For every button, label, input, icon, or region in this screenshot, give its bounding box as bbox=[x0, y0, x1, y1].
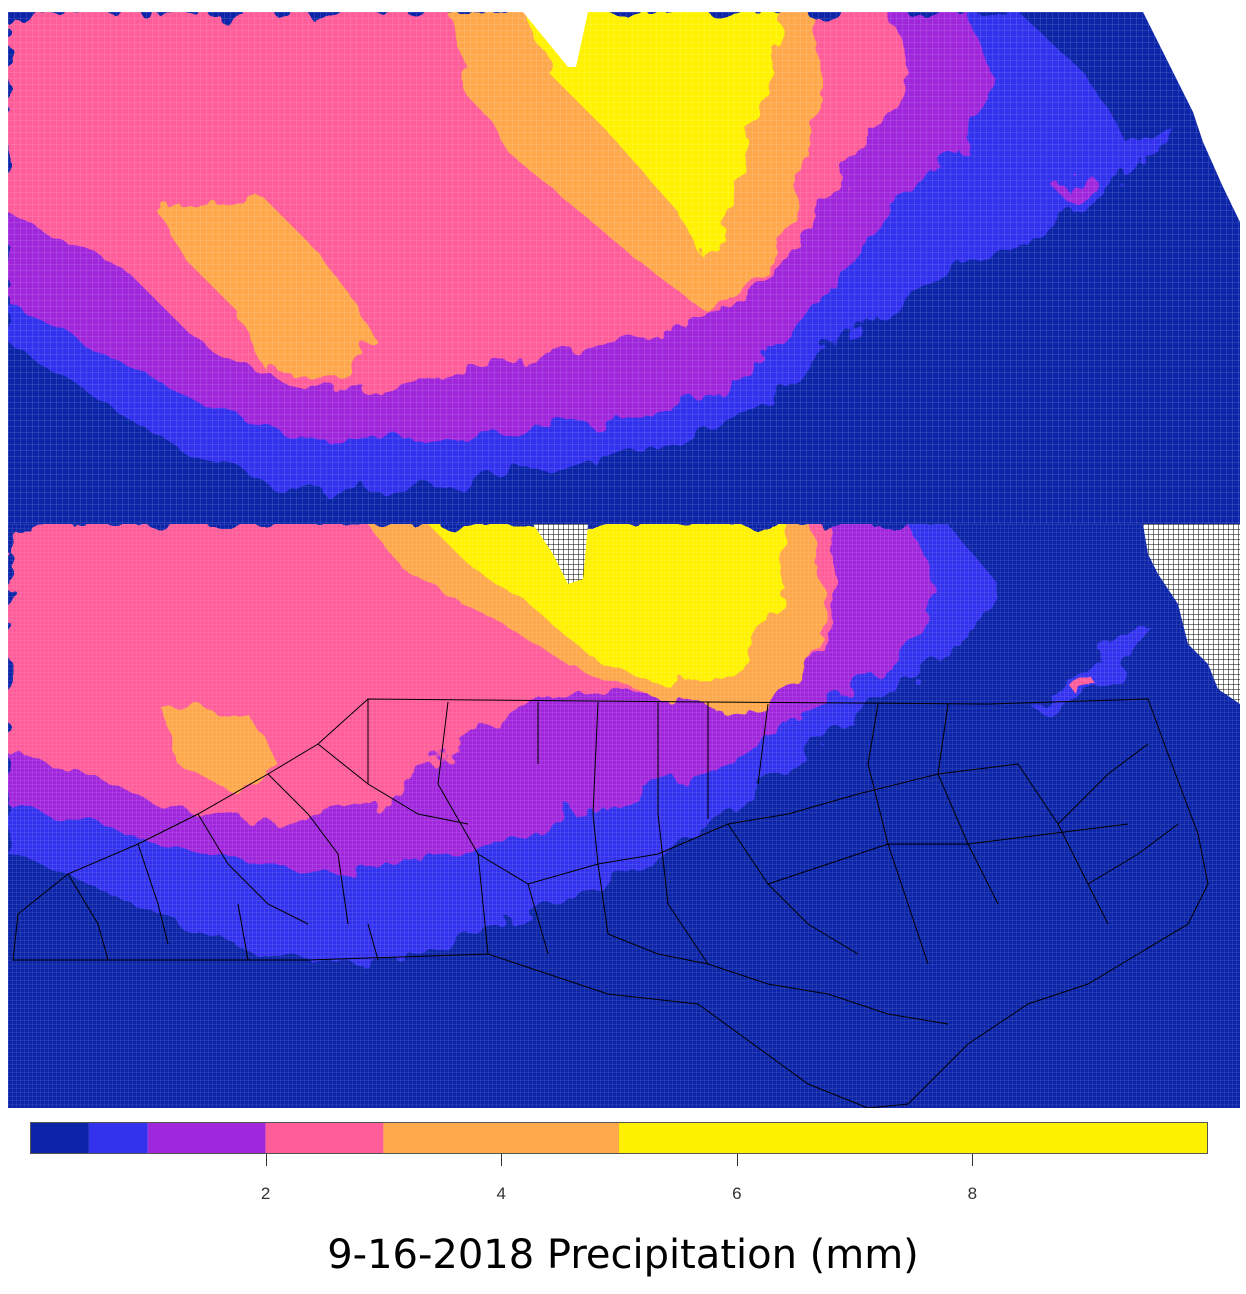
legend-tick-mark bbox=[265, 1154, 267, 1166]
legend-swatch-4 bbox=[383, 1122, 619, 1154]
map-caption-title: 9-16-2018 Precipitation (mm) bbox=[327, 1232, 919, 1278]
domain-notch-mask bbox=[523, 12, 588, 67]
legend-tick-mark bbox=[736, 1154, 738, 1166]
precip-grid-map-bottom bbox=[8, 524, 1240, 1108]
legend-tick-label: 4 bbox=[496, 1184, 506, 1203]
legend-swatch-5 bbox=[619, 1122, 1208, 1154]
county-boundaries bbox=[12, 698, 1209, 1108]
legend-axis: 2 4 6 8 bbox=[30, 1154, 1208, 1214]
no-data-region-notch bbox=[533, 524, 588, 584]
legend-tick-label: 8 bbox=[967, 1184, 978, 1203]
legend-swatch-3 bbox=[265, 1122, 384, 1154]
legend-tick-mark bbox=[501, 1154, 503, 1166]
state-outline bbox=[12, 698, 1209, 1108]
no-data-region-east bbox=[1143, 524, 1240, 704]
precip-grid-map-top bbox=[8, 12, 1240, 524]
legend-tick-label: 6 bbox=[732, 1184, 742, 1203]
precip-color-legend bbox=[30, 1122, 1208, 1154]
legend-swatch-2 bbox=[147, 1122, 266, 1154]
legend-tick-mark bbox=[972, 1154, 974, 1166]
legend-swatch-1 bbox=[88, 1122, 148, 1154]
legend-swatch-0 bbox=[30, 1122, 89, 1154]
domain-edge-mask bbox=[1143, 12, 1240, 222]
legend-tick-label: 2 bbox=[260, 1184, 271, 1203]
